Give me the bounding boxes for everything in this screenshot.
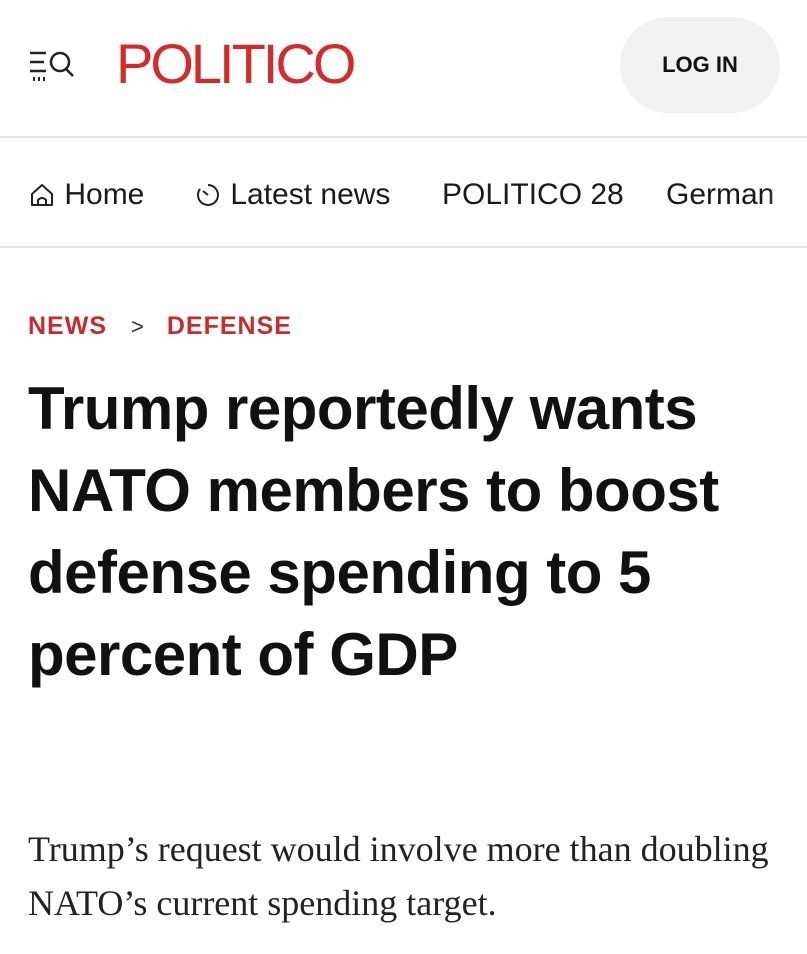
home-icon [31, 184, 53, 207]
article-headline: Trump reportedly wants NATO members to b… [28, 375, 719, 688]
nav-item-home[interactable]: Home [28, 174, 144, 214]
nav-item-label: POLITICO 28 [442, 178, 624, 212]
site-header: POLITICO LOG IN [0, 0, 807, 138]
nav-item-latest-news[interactable]: Latest news [194, 174, 390, 214]
menu-search-icon[interactable] [28, 48, 78, 82]
nav-item-label: Latest news [230, 178, 391, 212]
breadcrumb-separator: > [131, 314, 145, 339]
breadcrumb: NEWS > DEFENSE [28, 308, 292, 345]
clock-icon [197, 184, 219, 207]
nav-item-label: Home [64, 178, 145, 212]
login-button[interactable]: LOG IN [620, 17, 780, 113]
breadcrumb-defense[interactable]: DEFENSE [166, 312, 292, 340]
politico-logo[interactable]: POLITICO [116, 32, 356, 95]
nav-item-politico-28[interactable]: POLITICO 28 [442, 174, 624, 214]
breadcrumb-news[interactable]: NEWS [28, 312, 107, 340]
nav-fade [767, 140, 807, 246]
nav-item-label: German [666, 178, 775, 212]
article-dek: Trump’s request would involve more than … [28, 829, 769, 923]
nav-item-german[interactable]: German [666, 174, 774, 214]
section-nav: Home Latest news POLITICO 28 German [0, 140, 807, 248]
